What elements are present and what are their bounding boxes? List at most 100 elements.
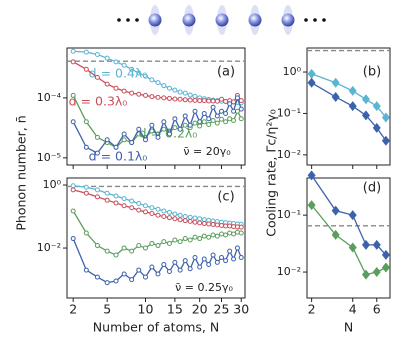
- data-point: [142, 209, 148, 215]
- data-point: [372, 239, 381, 250]
- data-point: [206, 262, 212, 268]
- data-point: [121, 203, 127, 209]
- data-point: [223, 223, 229, 229]
- data-point: [142, 73, 148, 79]
- data-point: [227, 248, 233, 254]
- series-label: d = 0.1λ₀: [89, 149, 148, 164]
- data-point: [121, 271, 127, 277]
- data-point: [192, 219, 198, 225]
- data-point: [238, 224, 244, 230]
- data-point: [70, 92, 76, 98]
- series-label: d = 0.4λ₀: [89, 66, 148, 81]
- data-point: [155, 212, 161, 218]
- data-point: [155, 243, 161, 249]
- data-point: [223, 119, 229, 125]
- panel-label: (b): [363, 65, 381, 80]
- data-point: [83, 49, 89, 55]
- data-point: [83, 267, 89, 273]
- data-point: [307, 170, 316, 181]
- data-point: [381, 249, 390, 260]
- data-point: [129, 66, 135, 72]
- x-tick-label: 4: [349, 302, 357, 317]
- data-point: [70, 59, 76, 65]
- data-point: [206, 122, 212, 128]
- data-point: [70, 183, 76, 189]
- data-point: [70, 187, 76, 193]
- data-point: [121, 245, 127, 251]
- data-point: [214, 233, 220, 239]
- data-point: [331, 91, 340, 102]
- data-point: [361, 239, 370, 250]
- plot-frame: [66, 47, 246, 166]
- data-point: [94, 194, 100, 200]
- data-point: [210, 104, 216, 110]
- data-point: [177, 126, 183, 132]
- data-point: [83, 144, 89, 150]
- data-point: [214, 259, 220, 265]
- data-point: [210, 221, 216, 227]
- data-point: [129, 140, 135, 146]
- data-point: [166, 85, 172, 91]
- data-point: [166, 240, 172, 246]
- data-point: [161, 126, 167, 132]
- data-point: [206, 234, 212, 240]
- data-point: [104, 190, 110, 196]
- data-point: [70, 119, 76, 125]
- data-point: [192, 108, 198, 114]
- data-point: [219, 116, 225, 122]
- data-point: [177, 267, 183, 273]
- data-point: [94, 134, 100, 140]
- y-tick-label: 10⁻¹: [277, 208, 301, 221]
- data-point: [231, 99, 237, 105]
- y-tick-label: 10⁻²: [37, 241, 61, 254]
- data-point: [121, 88, 127, 94]
- annotation: ν̄ = 0.25γ₀: [175, 281, 233, 294]
- data-point: [149, 122, 155, 128]
- data-point: [113, 59, 119, 65]
- data-point: [172, 96, 178, 102]
- data-point: [136, 91, 142, 97]
- data-point: [155, 94, 161, 100]
- data-point: [231, 108, 237, 114]
- data-point: [187, 218, 193, 224]
- data-point: [161, 214, 167, 220]
- annotation: ν̄ = 20γ₀: [183, 145, 231, 158]
- data-point: [331, 77, 340, 88]
- data-point: [121, 196, 127, 202]
- data-point: [187, 92, 193, 98]
- series-line: [311, 82, 387, 142]
- data-point: [104, 81, 110, 87]
- data-point: [177, 217, 183, 223]
- data-point: [129, 248, 135, 254]
- data-point: [372, 101, 381, 112]
- data-point: [187, 266, 193, 272]
- data-point: [121, 62, 127, 68]
- data-point: [201, 217, 207, 223]
- data-point: [161, 119, 167, 125]
- data-point: [214, 113, 220, 119]
- data-point: [172, 116, 178, 122]
- data-point: [210, 252, 216, 258]
- data-point: [381, 135, 390, 146]
- data-point: [361, 269, 370, 280]
- data-point: [177, 212, 183, 218]
- y-tick-label: 10⁻²: [277, 148, 301, 161]
- data-point: [121, 131, 127, 137]
- data-point: [136, 267, 142, 273]
- data-point: [231, 231, 237, 237]
- data-point: [70, 236, 76, 242]
- data-point: [361, 94, 370, 105]
- x-tick-label: 2: [308, 302, 316, 317]
- data-point: [172, 125, 178, 131]
- data-point: [197, 123, 203, 129]
- data-point: [238, 255, 244, 261]
- plot-frame: [66, 177, 246, 299]
- data-point: [381, 112, 390, 123]
- x-tick-label: 25: [214, 302, 230, 317]
- data-point: [172, 216, 178, 222]
- data-point: [187, 237, 193, 243]
- data-point: [94, 74, 100, 80]
- data-point: [210, 232, 216, 238]
- data-point: [161, 95, 167, 101]
